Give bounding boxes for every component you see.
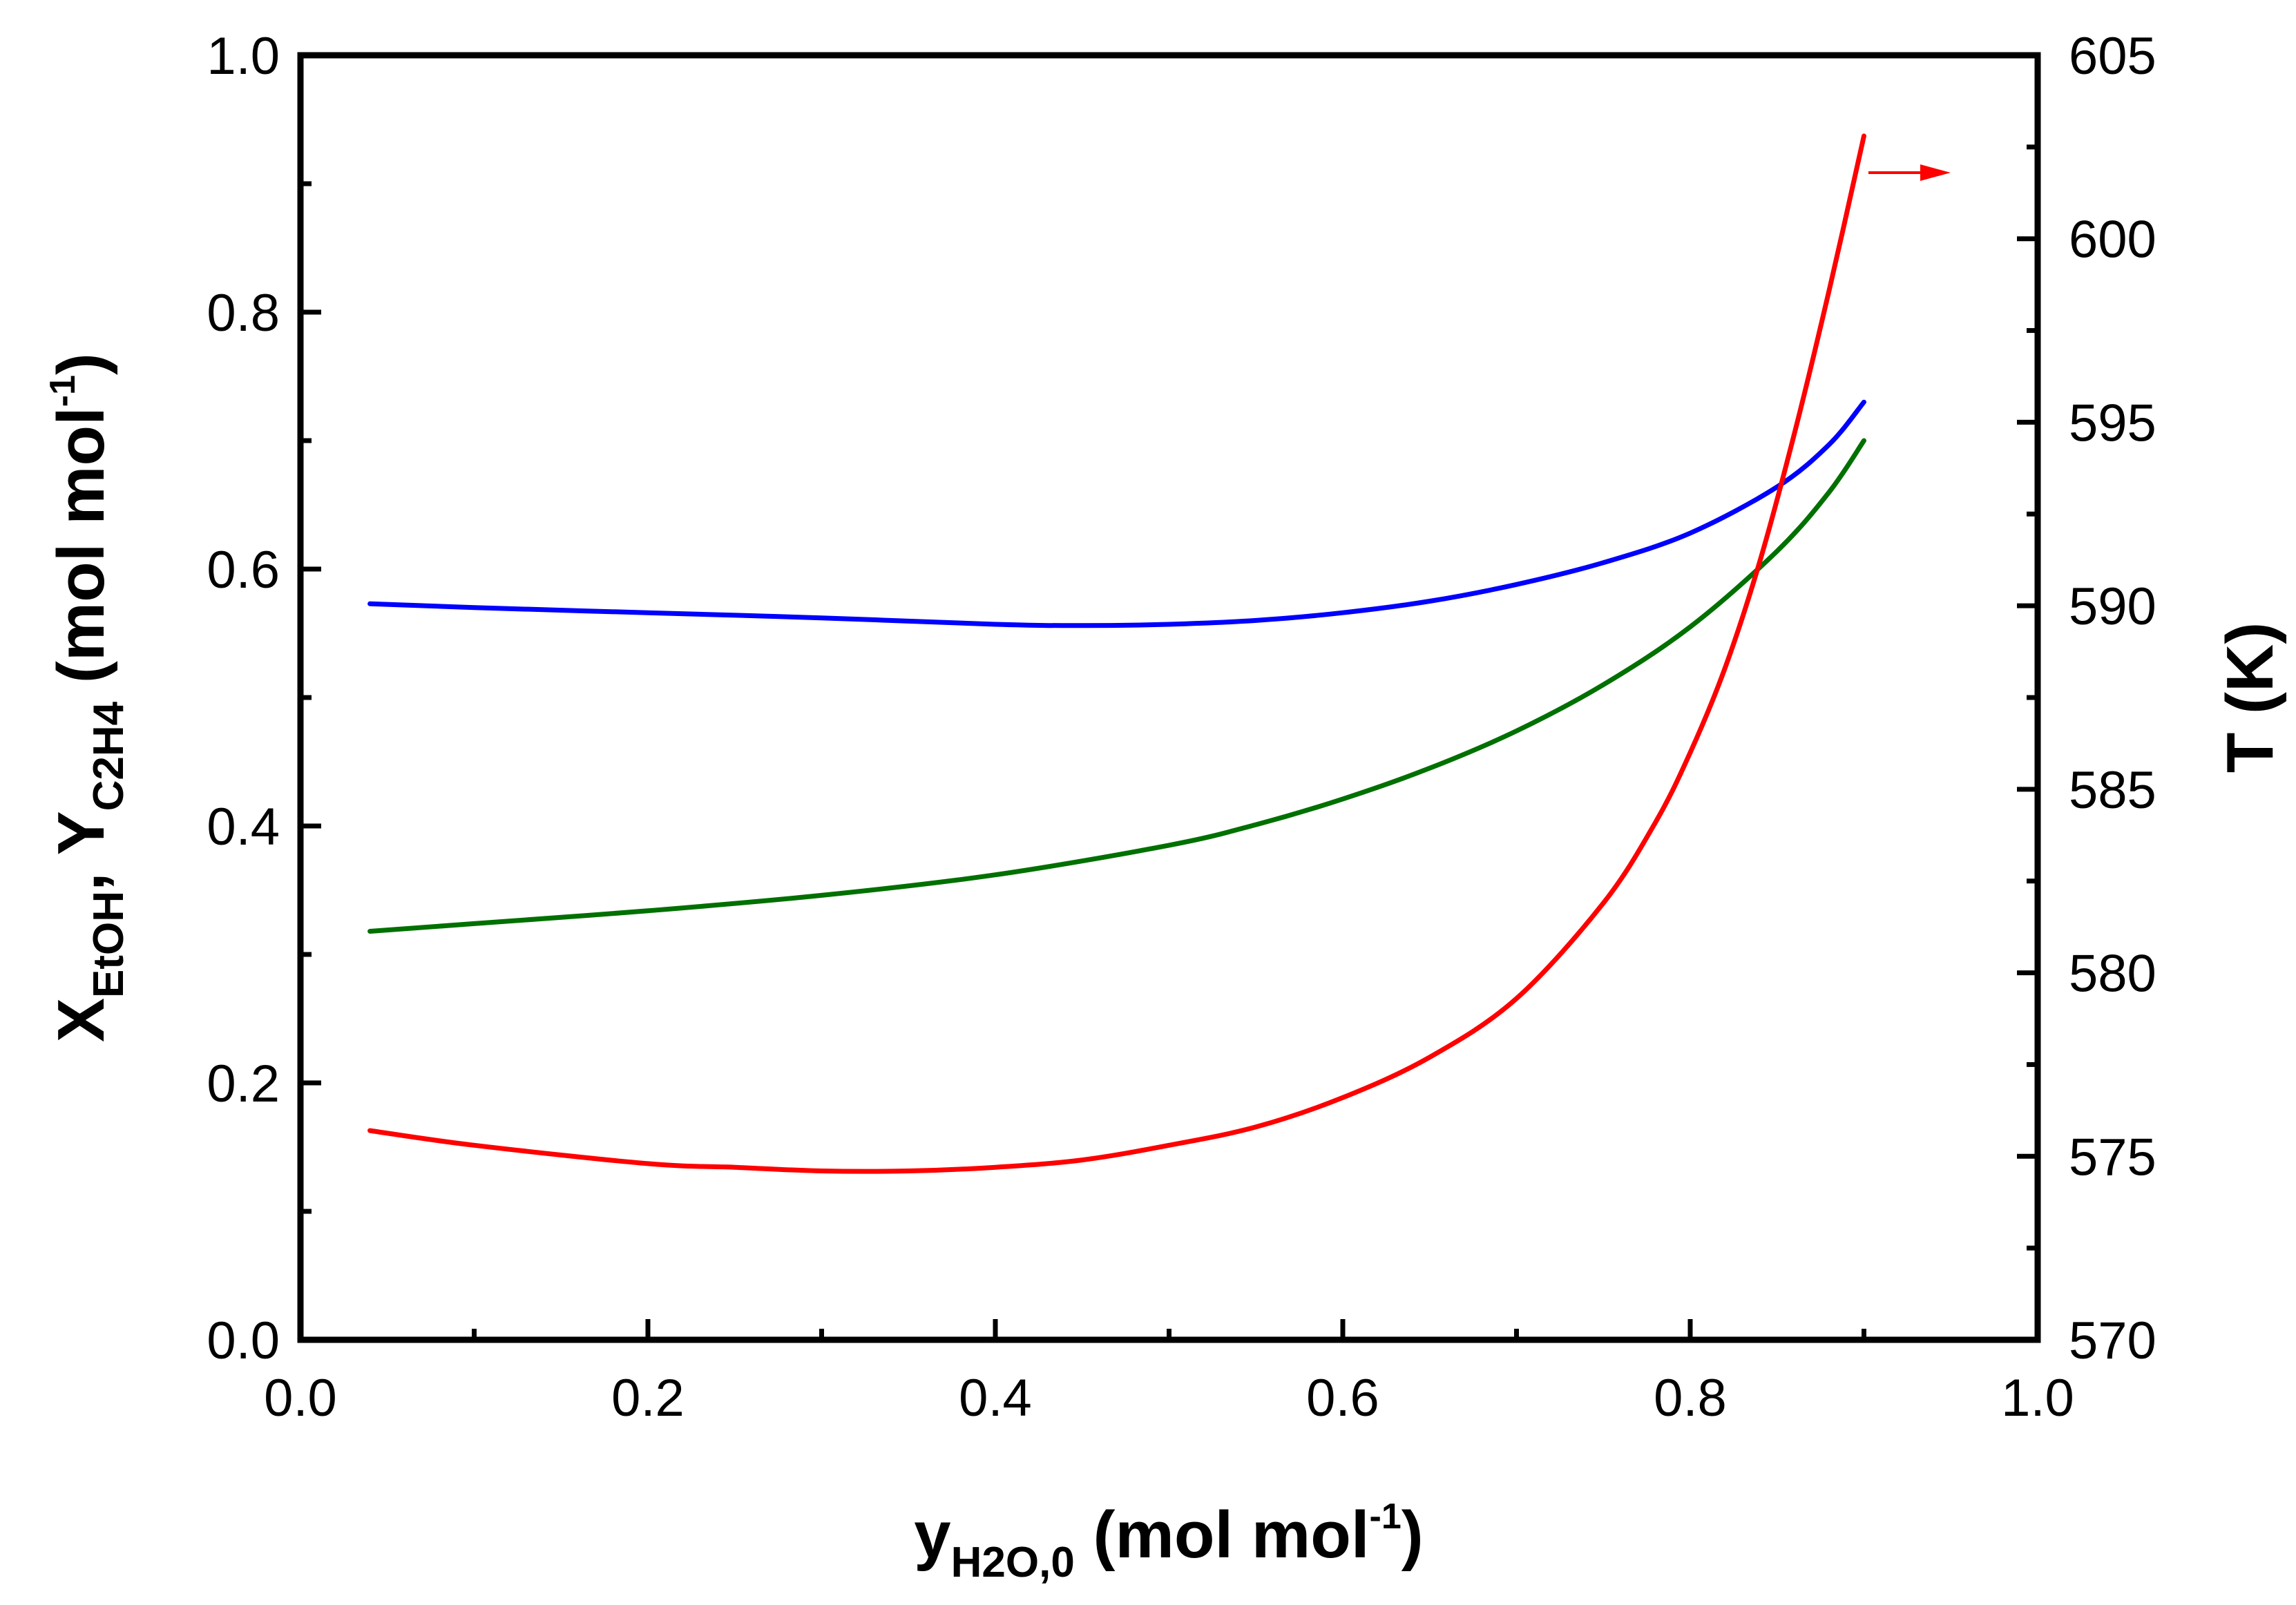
y-right-tick-label: 605 (2069, 27, 2156, 86)
y-right-tick-label: 585 (2069, 761, 2156, 820)
series-line-t (367, 133, 1866, 1174)
series-line-x-etoh (367, 399, 1866, 628)
axis-ticks: 0.0 0.2 0.4 0.6 0.8 1.00.00.20.40.60.81.05705… (207, 27, 2156, 1428)
y-left-tick-label: 0.6 (207, 541, 280, 599)
y-left-tick-label: 0.8 (207, 284, 280, 343)
x-tick-label: 0.2 (611, 1369, 685, 1428)
y-right-tick-label: 595 (2069, 394, 2156, 452)
y-right-tick-label: 590 (2069, 577, 2156, 636)
x-tick-label: 0.8 (1654, 1369, 1727, 1428)
series-lines (367, 133, 1866, 1174)
right-y-axis-title: T (K) (2213, 622, 2287, 773)
x-tick-label: 0.6 (1306, 1369, 1379, 1428)
y-right-tick-label: 580 (2069, 945, 2156, 1003)
y-left-tick-label: 1.0 (207, 27, 280, 86)
y-right-tick-label: 570 (2069, 1311, 2156, 1370)
x-tick-label: 1.0 (2001, 1369, 2074, 1428)
right-axis-arrow (1868, 164, 1951, 181)
series-line-y-c2h4 (367, 438, 1866, 934)
x-axis-title: yH2O,0 (mol mol-1) (914, 1497, 1423, 1586)
y-left-tick-label: 0.4 (207, 798, 280, 856)
y-right-tick-label: 575 (2069, 1128, 2156, 1186)
x-tick-label: 0.0 (264, 1369, 337, 1428)
y-left-tick-label: 0.2 (207, 1055, 280, 1113)
y-left-tick-label: 0.0 (207, 1311, 280, 1370)
left-y-axis-title: XEtOH, YC2H4 (mol mol-1) (43, 353, 133, 1042)
y-right-tick-label: 600 (2069, 211, 2156, 269)
x-tick-label: 0.4 (959, 1369, 1032, 1428)
